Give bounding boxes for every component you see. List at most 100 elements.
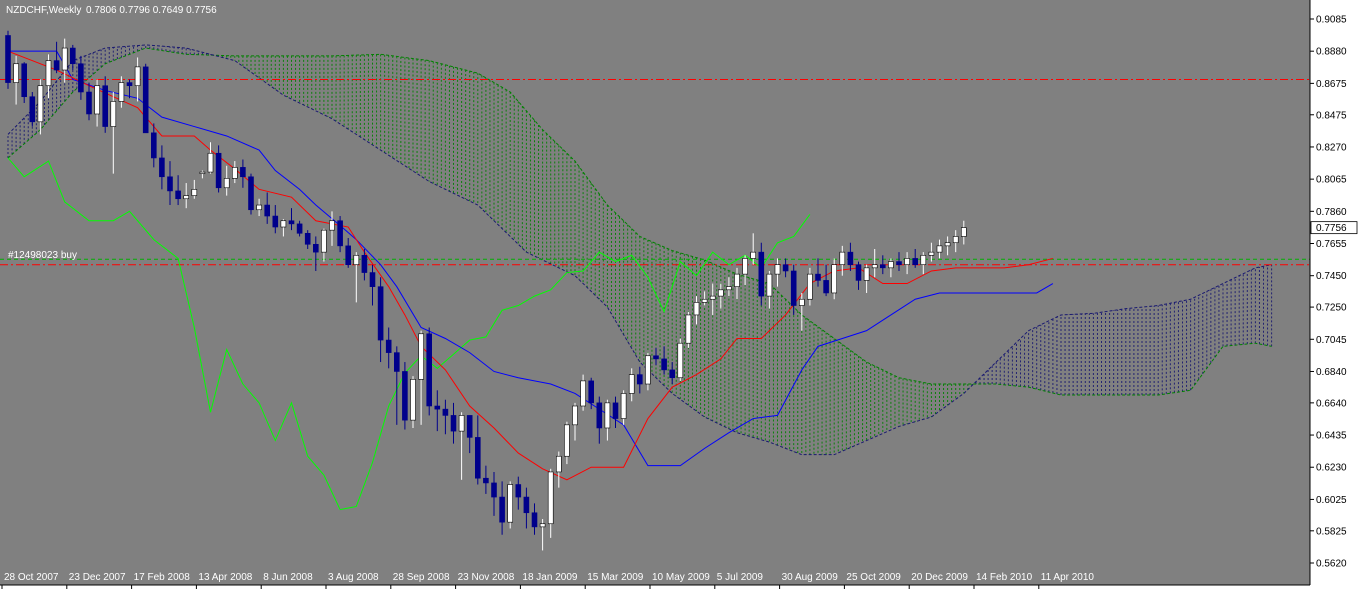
candle [29, 92, 36, 127]
candle-body [839, 251, 846, 266]
candle [564, 421, 570, 465]
time-tick-label: 17 Feb 2008 [134, 572, 191, 583]
candle-body [21, 63, 28, 98]
candle [191, 179, 198, 199]
candle [920, 252, 927, 275]
time-tick-label: 28 Oct 2007 [4, 572, 59, 583]
candle-body [920, 254, 927, 266]
candle-body [353, 254, 360, 266]
candle-body [564, 424, 570, 457]
candle-body [588, 380, 595, 404]
candle-body [450, 415, 457, 432]
price-axis-background [1310, 0, 1359, 605]
candle-body [815, 273, 821, 281]
candle [248, 173, 254, 215]
candle [709, 283, 716, 315]
candle [312, 236, 319, 271]
candle [790, 264, 797, 315]
candle-body [232, 167, 238, 179]
candle [377, 277, 384, 363]
kumo-cloud [7, 44, 1273, 456]
candle [183, 183, 189, 209]
time-tick-label: 23 Nov 2008 [458, 572, 515, 583]
candle [507, 481, 514, 529]
price-tick-label: 0.7250 [1316, 303, 1347, 314]
candle-body [596, 402, 603, 429]
price-tick-label: 0.6230 [1316, 463, 1347, 474]
candle [661, 346, 667, 375]
price-tick-label: 0.8270 [1316, 142, 1347, 153]
candle-body [750, 251, 757, 259]
candle-body [183, 195, 189, 200]
time-tick-label: 11 Apr 2010 [1041, 572, 1095, 583]
candle [912, 249, 919, 268]
candle [126, 79, 133, 99]
candle-body [70, 47, 76, 65]
candle-body [167, 176, 173, 192]
candle-body [385, 339, 392, 353]
price-tick-label: 0.8475 [1316, 110, 1347, 121]
candle-body [240, 167, 246, 178]
current-price-box [1310, 221, 1358, 235]
candle [863, 264, 870, 293]
candle [515, 476, 522, 510]
candle-body [693, 302, 700, 316]
time-axis: 28 Oct 2007 23 Dec 2007 17 Feb 2008 13 Apr … [0, 572, 1310, 589]
candle-body [369, 272, 376, 287]
candle-body [717, 289, 724, 297]
price-tick-label: 0.9085 [1316, 15, 1347, 26]
time-tick-label: 5 Jul 2009 [717, 572, 764, 583]
candle [669, 362, 676, 385]
candle [653, 347, 659, 366]
candle [53, 41, 60, 74]
candle-body [928, 251, 935, 256]
senkou-span-a-line [7, 47, 1272, 396]
candle-body [337, 220, 343, 247]
candle-body [774, 264, 781, 275]
candle [831, 258, 838, 300]
candle-body [831, 264, 838, 294]
candle [782, 258, 789, 278]
candle-body [458, 415, 465, 432]
candle [904, 252, 910, 275]
candle-body [288, 220, 295, 225]
candle [329, 211, 335, 246]
candle-body [677, 342, 684, 379]
candle-body [685, 314, 692, 344]
candle [345, 238, 352, 268]
candle [677, 338, 684, 381]
candle-body [264, 204, 271, 217]
candle-body [126, 82, 133, 87]
senkou-span-b-line [7, 44, 1272, 456]
candle-body [620, 393, 627, 419]
price-tick-label: 0.7045 [1316, 335, 1347, 346]
candle-body [207, 152, 214, 173]
candle-body [742, 258, 748, 275]
candle [402, 362, 408, 430]
candle [766, 270, 773, 309]
candle [393, 346, 400, 425]
candle [928, 242, 935, 262]
candle [531, 503, 538, 535]
candle [936, 239, 943, 259]
candle-body [377, 286, 384, 341]
time-tick-label: 13 Apr 2008 [198, 572, 252, 583]
candle-body [531, 512, 538, 528]
candle [418, 330, 424, 425]
candle [410, 376, 416, 428]
candle-body [523, 496, 530, 514]
time-tick-label: 30 Aug 2009 [782, 572, 839, 583]
candle-body [483, 477, 489, 484]
candle-body [94, 85, 100, 115]
candle-body [466, 415, 473, 438]
candle [896, 252, 902, 271]
candle-body [555, 455, 562, 473]
candle-body [572, 405, 578, 426]
time-tick-label: 8 Jun 2008 [263, 572, 313, 583]
candle [815, 258, 821, 287]
candle-body [321, 229, 327, 253]
candle-body [280, 220, 287, 228]
candle [742, 255, 748, 286]
